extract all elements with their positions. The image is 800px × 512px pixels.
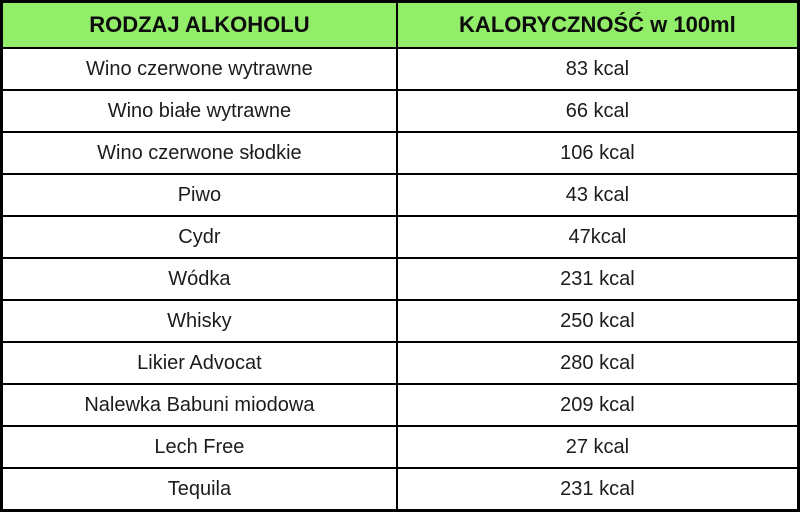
alcohol-type-cell: Whisky [0,299,398,343]
table-row: Wino czerwone wytrawne 83 kcal [0,47,800,91]
table-row: Whisky 250 kcal [0,299,800,343]
table-row: Piwo 43 kcal [0,173,800,217]
table-row: Wino czerwone słodkie 106 kcal [0,131,800,175]
calories-cell: 209 kcal [395,383,800,427]
alcohol-type-cell: Lech Free [0,425,398,469]
alcohol-type-cell: Wódka [0,257,398,301]
calories-cell: 83 kcal [395,47,800,91]
alcohol-type-cell: Wino białe wytrawne [0,89,398,133]
calories-cell: 47kcal [395,215,800,259]
table-row: Nalewka Babuni miodowa 209 kcal [0,383,800,427]
table-row: Wino białe wytrawne 66 kcal [0,89,800,133]
table-row: Wódka 231 kcal [0,257,800,301]
calories-cell: 231 kcal [395,467,800,512]
calories-cell: 231 kcal [395,257,800,301]
table-row: Lech Free 27 kcal [0,425,800,469]
alcohol-type-cell: Tequila [0,467,398,512]
alcohol-type-cell: Likier Advocat [0,341,398,385]
table-header-calories: KALORYCZNOŚĆ w 100ml [395,0,800,49]
alcohol-type-cell: Piwo [0,173,398,217]
alcohol-type-cell: Nalewka Babuni miodowa [0,383,398,427]
table-header-alcohol-type: RODZAJ ALKOHOLU [0,0,398,49]
calories-cell: 66 kcal [395,89,800,133]
calories-cell: 27 kcal [395,425,800,469]
calories-cell: 43 kcal [395,173,800,217]
table-row: Tequila 231 kcal [0,467,800,512]
alcohol-type-cell: Wino czerwone słodkie [0,131,398,175]
table-row: Cydr 47kcal [0,215,800,259]
table-row: Likier Advocat 280 kcal [0,341,800,385]
alcohol-type-cell: Wino czerwone wytrawne [0,47,398,91]
calories-cell: 106 kcal [395,131,800,175]
alcohol-type-cell: Cydr [0,215,398,259]
table-header-row: RODZAJ ALKOHOLU KALORYCZNOŚĆ w 100ml [0,0,800,49]
calories-cell: 280 kcal [395,341,800,385]
calories-cell: 250 kcal [395,299,800,343]
